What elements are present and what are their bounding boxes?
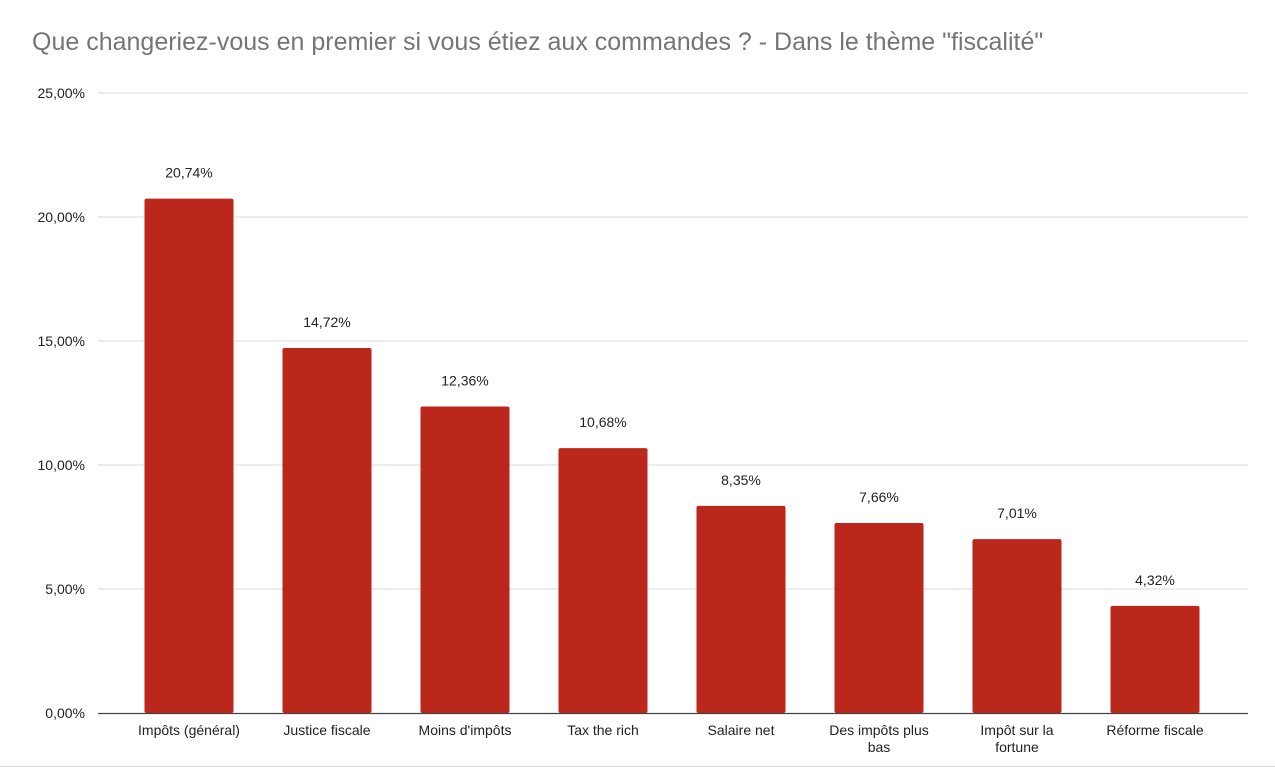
y-tick-label: 20,00% xyxy=(38,209,85,225)
x-tick-label-line: Réforme fiscale xyxy=(1106,722,1203,738)
data-label: 20,74% xyxy=(165,165,212,181)
x-tick-label-line: fortune xyxy=(995,739,1039,755)
bar xyxy=(420,406,510,713)
x-tick-label: Des impôts plus bas xyxy=(829,722,929,755)
y-tick-label: 5,00% xyxy=(45,581,85,597)
x-axis-labels: Impôts (général) Justice fiscale Moins d'i… xyxy=(138,722,1204,755)
x-tick-label-line: Tax the rich xyxy=(567,722,639,738)
y-tick-label: 25,00% xyxy=(38,85,85,101)
x-tick-label-line: bas xyxy=(868,739,891,755)
y-tick-label: 0,00% xyxy=(45,705,85,721)
x-tick-label: Impôts (général) xyxy=(138,722,240,738)
data-label: 4,32% xyxy=(1135,572,1175,588)
data-label: 12,36% xyxy=(441,372,488,388)
x-tick-label-line: Des impôts plus xyxy=(829,722,929,738)
x-tick-label: Justice fiscale xyxy=(283,722,370,738)
bar xyxy=(144,198,234,713)
data-labels: 20,74% 14,72% 12,36% 10,68% 8,35% 7,66% 7,01% 4… xyxy=(165,165,1175,588)
data-label: 8,35% xyxy=(721,472,761,488)
x-tick-label: Salaire net xyxy=(708,722,775,738)
gridlines xyxy=(98,92,1248,590)
y-axis-ticks: 0,00% 5,00% 10,00% 15,00% 20,00% 25,00% xyxy=(38,85,85,721)
x-tick-label: Moins d'impôts xyxy=(419,722,512,738)
chart-title: Que changeriez-vous en premier si vous é… xyxy=(32,28,1044,56)
x-tick-label: Impôt sur la fortune xyxy=(980,722,1053,755)
data-label: 7,01% xyxy=(997,505,1037,521)
bar xyxy=(282,347,372,713)
bar xyxy=(1110,605,1200,713)
y-tick-label: 15,00% xyxy=(38,333,85,349)
data-label: 10,68% xyxy=(579,414,626,430)
x-tick-label-line: Moins d'impôts xyxy=(419,722,512,738)
x-tick-label-line: Salaire net xyxy=(708,722,775,738)
x-tick-label-line: Impôts (général) xyxy=(138,722,240,738)
bars xyxy=(144,198,1200,713)
data-label: 7,66% xyxy=(859,489,899,505)
x-tick-label-line: Justice fiscale xyxy=(283,722,370,738)
bar xyxy=(696,505,786,713)
bar xyxy=(834,523,924,713)
bottom-divider xyxy=(0,766,1275,767)
x-tick-label-line: Impôt sur la xyxy=(980,722,1053,738)
x-tick-label: Tax the rich xyxy=(567,722,639,738)
x-tick-label: Réforme fiscale xyxy=(1106,722,1203,738)
bar xyxy=(972,539,1062,713)
bar xyxy=(558,448,648,713)
y-tick-label: 10,00% xyxy=(38,457,85,473)
data-label: 14,72% xyxy=(303,314,350,330)
